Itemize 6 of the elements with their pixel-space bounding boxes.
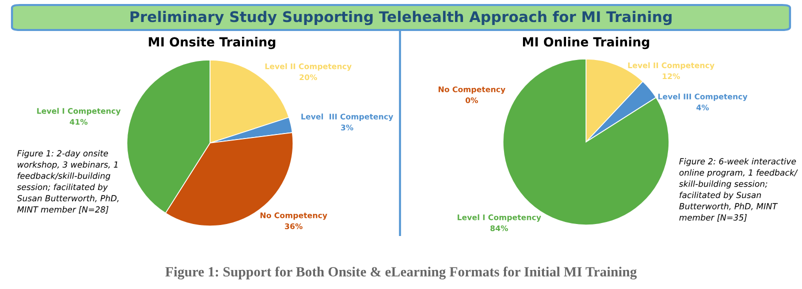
caption: Figure 1: 2-day onsite workshop, 3 webinars, 1 feedback/skill-building session; facilitated by Susan Butterworth, PhD, MINT member [N=28] [17, 150, 119, 214]
text: Preliminary Study Supporting Telehealth Approach for MI Training [130, 10, 672, 26]
caption: Figure 2: 6-week interactive online program, 1 feedback/ skill-building session; facilitated by Susan Butterworth, PhD, MINT member [N=35] [679, 158, 798, 222]
chart-title: MI Online Training [522, 36, 650, 50]
caption: Figure 1: Support for Both Onsite & eLearning Formats for Initial MI Training [165, 266, 637, 280]
chart-title: MI Onsite Training [148, 36, 276, 50]
